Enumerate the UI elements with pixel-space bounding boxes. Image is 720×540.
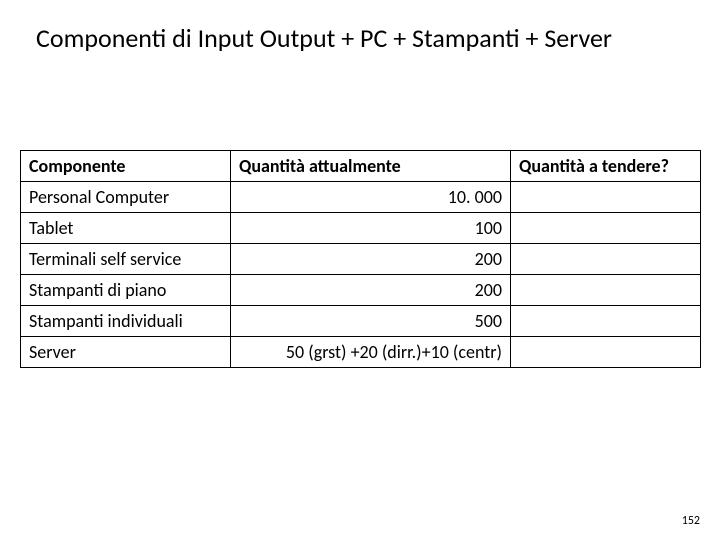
table-header-row: Componente Quantità attualmente Quantità…	[21, 151, 701, 182]
cell-target	[511, 275, 701, 306]
table-row: Personal Computer 10. 000	[21, 182, 701, 213]
cell-qty: 200	[231, 275, 511, 306]
cell-target	[511, 213, 701, 244]
cell-component: Personal Computer	[21, 182, 231, 213]
cell-qty: 500	[231, 306, 511, 337]
cell-target	[511, 306, 701, 337]
cell-target	[511, 337, 701, 368]
table-row: Server 50 (grst) +20 (dirr.)+10 (centr)	[21, 337, 701, 368]
col-header-quantita-a-tendere: Quantità a tendere?	[511, 151, 701, 182]
components-table-wrap: Componente Quantità attualmente Quantità…	[20, 150, 700, 368]
table-row: Terminali self service 200	[21, 244, 701, 275]
col-header-quantita-attualmente: Quantità attualmente	[231, 151, 511, 182]
cell-qty: 100	[231, 213, 511, 244]
components-table: Componente Quantità attualmente Quantità…	[20, 150, 701, 368]
cell-target	[511, 244, 701, 275]
slide-title: Componenti di Input Output + PC + Stampa…	[36, 22, 612, 54]
page-number: 152	[682, 514, 700, 528]
slide: Componenti di Input Output + PC + Stampa…	[0, 0, 720, 540]
table-row: Tablet 100	[21, 213, 701, 244]
cell-target	[511, 182, 701, 213]
cell-component: Stampanti individuali	[21, 306, 231, 337]
cell-qty: 10. 000	[231, 182, 511, 213]
table-row: Stampanti individuali 500	[21, 306, 701, 337]
cell-component: Tablet	[21, 213, 231, 244]
cell-qty: 200	[231, 244, 511, 275]
cell-component: Terminali self service	[21, 244, 231, 275]
table-row: Stampanti di piano 200	[21, 275, 701, 306]
cell-component: Server	[21, 337, 231, 368]
cell-qty: 50 (grst) +20 (dirr.)+10 (centr)	[231, 337, 511, 368]
cell-component: Stampanti di piano	[21, 275, 231, 306]
col-header-componente: Componente	[21, 151, 231, 182]
